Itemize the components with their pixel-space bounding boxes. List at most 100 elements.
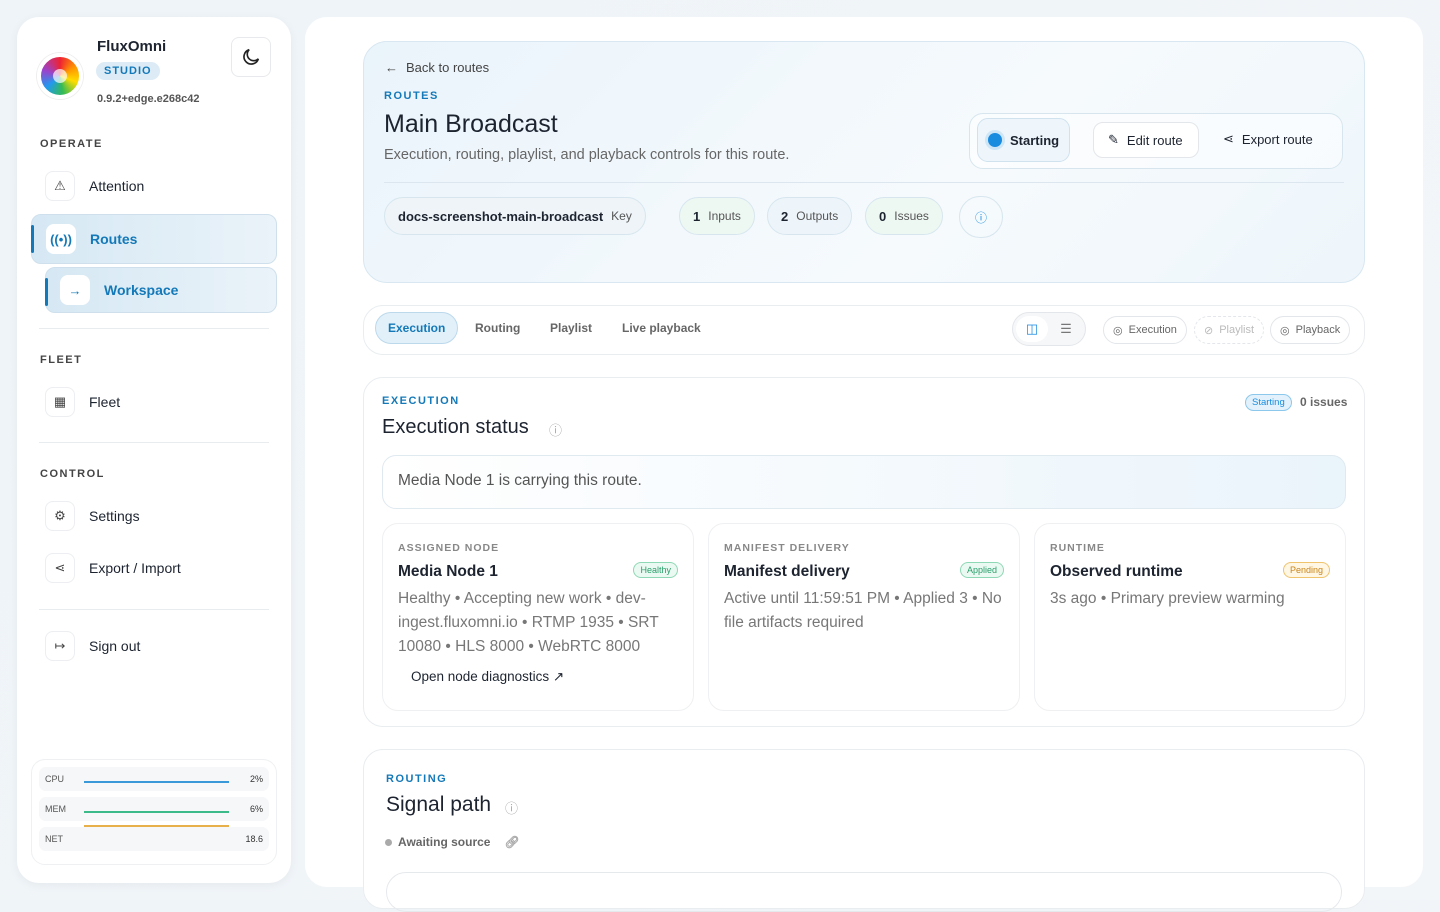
columns-view-button[interactable]: ◫: [1016, 316, 1048, 342]
toggle-execution-visibility[interactable]: ◎ Execution: [1103, 316, 1187, 344]
page-title: Main Broadcast: [384, 110, 558, 138]
outputs-chip[interactable]: 2 Outputs: [767, 197, 853, 235]
label: Playlist: [1219, 324, 1255, 336]
metric-label: NET: [45, 834, 63, 844]
card-text: 3s ago • Primary preview warming: [1050, 590, 1285, 607]
status-label: Awaiting source: [398, 835, 491, 849]
tab-playlist[interactable]: Playlist: [550, 321, 593, 335]
card-text: Healthy • Accepting new work • dev-inges…: [398, 590, 659, 655]
sidebar-item-export-import[interactable]: ⋖ Export / Import: [39, 544, 277, 592]
toggle-playback-visibility[interactable]: ◎ Playback: [1270, 316, 1351, 344]
sidebar: FluxOmni STUDIO 0.9.2+edge.e268c42 OPERA…: [17, 17, 291, 883]
inputs-chip[interactable]: 1 Inputs: [679, 197, 755, 235]
theme-toggle-button[interactable]: [231, 37, 271, 77]
grid-icon: ▦: [45, 387, 75, 417]
key-value: docs-screenshot-main-broadcast: [398, 208, 604, 224]
tab-routing[interactable]: Routing: [475, 321, 521, 335]
moon-icon: [243, 48, 260, 65]
label: Fleet: [89, 394, 121, 410]
tab-execution[interactable]: Execution: [375, 312, 459, 344]
sidebar-item-workspace[interactable]: → Workspace: [45, 267, 277, 313]
external-link-icon: ↗: [552, 669, 565, 684]
card-label: MANIFEST DELIVERY: [724, 542, 850, 554]
section-fleet: FLEET: [40, 354, 83, 366]
columns-icon: ◫: [1025, 321, 1039, 336]
label: Workspace: [104, 282, 179, 298]
label: Inputs: [708, 209, 741, 223]
label: Export route: [1241, 131, 1313, 147]
label: Export / Import: [89, 560, 181, 576]
section-operate: OPERATE: [40, 138, 103, 150]
arrow-left-icon: ←: [385, 60, 398, 75]
label: Outputs: [796, 209, 839, 223]
page-subtitle: Execution, routing, playlist, and playba…: [384, 147, 790, 163]
eye-off-icon: ⊘: [1204, 324, 1214, 337]
metric-value: 6%: [249, 804, 263, 814]
help-button[interactable]: ⓘ: [959, 196, 1003, 238]
eyebrow: EXECUTION: [382, 395, 460, 407]
metric-label: CPU: [45, 774, 65, 784]
tab-live-playback[interactable]: Live playback: [622, 321, 701, 335]
metric-label: MEM: [45, 804, 66, 814]
label: Attention: [89, 178, 145, 194]
eyebrow: ROUTING: [386, 773, 448, 785]
brand-name: FluxOmni: [97, 38, 167, 55]
edit-route-button[interactable]: ✎ Edit route: [1093, 122, 1199, 158]
execution-banner: Media Node 1 is carrying this route.: [382, 455, 1346, 509]
sidebar-item-fleet[interactable]: ▦ Fleet: [39, 378, 277, 426]
open-node-diagnostics-link[interactable]: Open node diagnostics ↗: [411, 669, 678, 685]
runtime-card: RUNTIME Observed runtime Pending 3s ago …: [1034, 523, 1346, 711]
warning-icon: ⚠: [45, 171, 75, 201]
signal-path-panel: [386, 872, 1342, 912]
key-label: Key: [611, 209, 632, 223]
net-sparkline: [84, 825, 229, 827]
count: 1: [693, 208, 701, 224]
route-status: Starting: [977, 118, 1071, 162]
label: Routes: [90, 231, 138, 247]
share-icon: ⋖: [45, 553, 75, 583]
section-control: CONTROL: [40, 468, 105, 480]
route-key-chip[interactable]: docs-screenshot-main-broadcast Key: [384, 197, 646, 235]
gear-icon: ⚙: [45, 501, 75, 531]
cpu-sparkline: [84, 781, 229, 783]
back-label: Back to routes: [406, 60, 490, 75]
source-status: Awaiting source 🔗︎: [385, 835, 520, 849]
mem-sparkline: [84, 811, 229, 813]
help-icon[interactable]: ⓘ: [549, 423, 563, 438]
sidebar-item-attention[interactable]: ⚠ Attention: [39, 162, 277, 210]
help-icon[interactable]: ⓘ: [505, 801, 519, 816]
label: Sign out: [89, 638, 141, 654]
eye-icon: ◎: [1113, 324, 1123, 337]
export-route-button[interactable]: ⋖ Export route: [1223, 131, 1313, 147]
status-label: Starting: [1010, 132, 1060, 148]
metric-value: 2%: [249, 774, 263, 784]
label: Playback: [1295, 324, 1341, 336]
back-link[interactable]: ← Back to routes: [385, 60, 489, 75]
fluxomni-logo: [37, 53, 83, 99]
rows-view-button[interactable]: ☰: [1052, 316, 1080, 342]
issues-count: 0 issues: [1300, 395, 1348, 409]
arrow-right-icon: →: [60, 275, 90, 305]
divider: [384, 182, 1344, 183]
sidebar-item-routes[interactable]: ((•)) Routes: [31, 214, 277, 264]
toggle-playlist-visibility[interactable]: ⊘ Playlist: [1194, 316, 1265, 344]
divider: [39, 328, 269, 329]
issues-chip[interactable]: 0 Issues: [865, 197, 943, 235]
status-badge: Applied: [959, 562, 1004, 578]
logout-icon: ↦: [45, 631, 75, 661]
count: 0: [879, 208, 887, 224]
label: Edit route: [1126, 132, 1183, 148]
metric-value: 18.6: [245, 834, 263, 844]
pencil-icon: ✎: [1108, 132, 1119, 147]
sidebar-item-settings[interactable]: ⚙ Settings: [39, 492, 277, 540]
status-badge: Starting: [1245, 394, 1292, 411]
card-title: Media Node 1: [398, 563, 498, 580]
status-badge: Healthy: [633, 562, 678, 578]
section-title: Signal path: [386, 793, 492, 816]
sign-out-button[interactable]: ↦ Sign out: [39, 622, 277, 670]
label: Settings: [89, 508, 140, 524]
card-title: Manifest delivery: [724, 563, 850, 580]
link-icon[interactable]: 🔗︎: [504, 835, 520, 849]
card-text: Active until 11:59:51 PM • Applied 3 • N…: [724, 590, 1002, 631]
count: 2: [781, 208, 789, 224]
